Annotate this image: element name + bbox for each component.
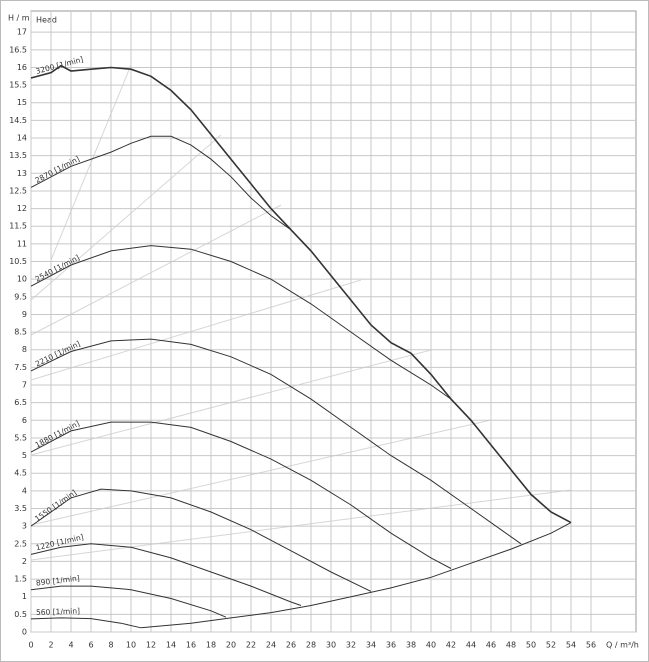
y-tick-label: 17 [17,28,27,37]
y-tick-label: 8 [22,345,27,354]
x-tick-label: 18 [206,641,216,650]
curve-label: 1220 [1/min] [35,532,85,552]
x-tick-label: 42 [446,641,456,650]
speed-curve [30,421,452,569]
x-tick-label: 16 [186,641,196,650]
y-tick-label: 12.5 [9,186,27,195]
y-tick-label: 4.5 [14,469,27,478]
y-tick-label: 4 [22,486,27,495]
speed-curve [30,64,572,524]
curve-label: 2210 [1/min] [34,339,82,368]
x-tick-label: 34 [366,641,376,650]
x-tick-label: 26 [286,641,296,650]
background-lines [30,64,572,561]
y-tick-label: 16 [17,63,27,72]
y-tick-label: 10.5 [9,257,27,266]
y-tick-label: 0 [22,628,27,637]
x-tick-label: 32 [346,641,356,650]
speed-curve [30,543,302,606]
x-tick-label: 52 [546,641,556,650]
y-tick-label: 15 [17,98,27,107]
y-tick-label: 8.5 [14,328,27,337]
y-tick-label: 14.5 [9,116,27,125]
chart-title: Head [36,16,57,25]
x-tick-label: 0 [28,641,33,650]
x-tick-label: 44 [466,641,476,650]
y-tick-label: 0.5 [14,610,27,619]
speed-curve [140,522,572,629]
y-tick-label: 16.5 [9,45,27,54]
y-tick-label: 9 [22,310,27,319]
x-tick-label: 50 [526,641,536,650]
y-tick-label: 15.5 [9,81,27,90]
x-tick-label: 38 [406,641,416,650]
y-tick-label: 6.5 [14,398,27,407]
plot-area [30,10,637,633]
x-tick-label: 36 [386,641,396,650]
x-tick-label: 24 [266,641,276,650]
speed-curve [30,617,142,629]
y-tick-label: 3 [22,522,27,531]
curve-label: 560 [1/min] [36,606,80,617]
speed-curve [30,585,227,618]
x-tick-label: 46 [486,641,496,650]
y-tick-label: 13.5 [9,151,27,160]
curve-label: 1880 [1/min] [34,419,81,450]
y-tick-label: 5 [22,451,27,460]
x-tick-label: 12 [146,641,156,650]
x-tick-label: 30 [326,641,336,650]
y-tick-label: 11 [17,239,27,248]
x-tick-label: 48 [506,641,516,650]
y-tick-label: 1 [22,592,27,601]
curve-label: 2870 [1/min] [34,154,81,185]
speed-curve [30,135,292,231]
x-tick-label: 8 [108,641,113,650]
x-tick-label: 22 [246,641,256,650]
y-tick-label: 14 [17,134,27,143]
y-tick-label: 12 [17,204,27,213]
x-tick-label: 10 [126,641,136,650]
y-tick-label: 10 [17,275,27,284]
y-tick-label: 5.5 [14,433,27,442]
x-axis-label: Q / m³/h [606,641,639,650]
y-tick-label: 9.5 [14,292,27,301]
curve-label: 3200 [1/min] [35,55,85,76]
x-tick-label: 6 [88,641,93,650]
y-tick-label: 6 [22,416,27,425]
x-tick-label: 4 [68,641,73,650]
speed-curve [30,488,372,592]
y-tick-label: 7 [22,381,27,390]
y-axis-label: H / m [8,14,30,23]
system-line [30,489,572,561]
speed-curve [30,338,522,545]
x-tick-label: 40 [426,641,436,650]
speed-curve [30,245,452,400]
y-tick-label: 7.5 [14,363,27,372]
x-tick-label: 56 [586,641,596,650]
y-tick-label: 1.5 [14,575,27,584]
x-tick-label: 14 [166,641,176,650]
system-line [30,134,222,301]
x-tick-label: 2 [48,641,53,650]
curve-label: 890 [1/min] [35,574,80,588]
y-tick-label: 2 [22,557,27,566]
x-tick-label: 54 [566,641,576,650]
y-tick-label: 3.5 [14,504,27,513]
y-tick-label: 2.5 [14,539,27,548]
x-tick-label: 28 [306,641,316,650]
x-tick-label: 20 [226,641,236,650]
y-tick-label: 13 [17,169,27,178]
y-tick-label: 11.5 [9,222,27,231]
